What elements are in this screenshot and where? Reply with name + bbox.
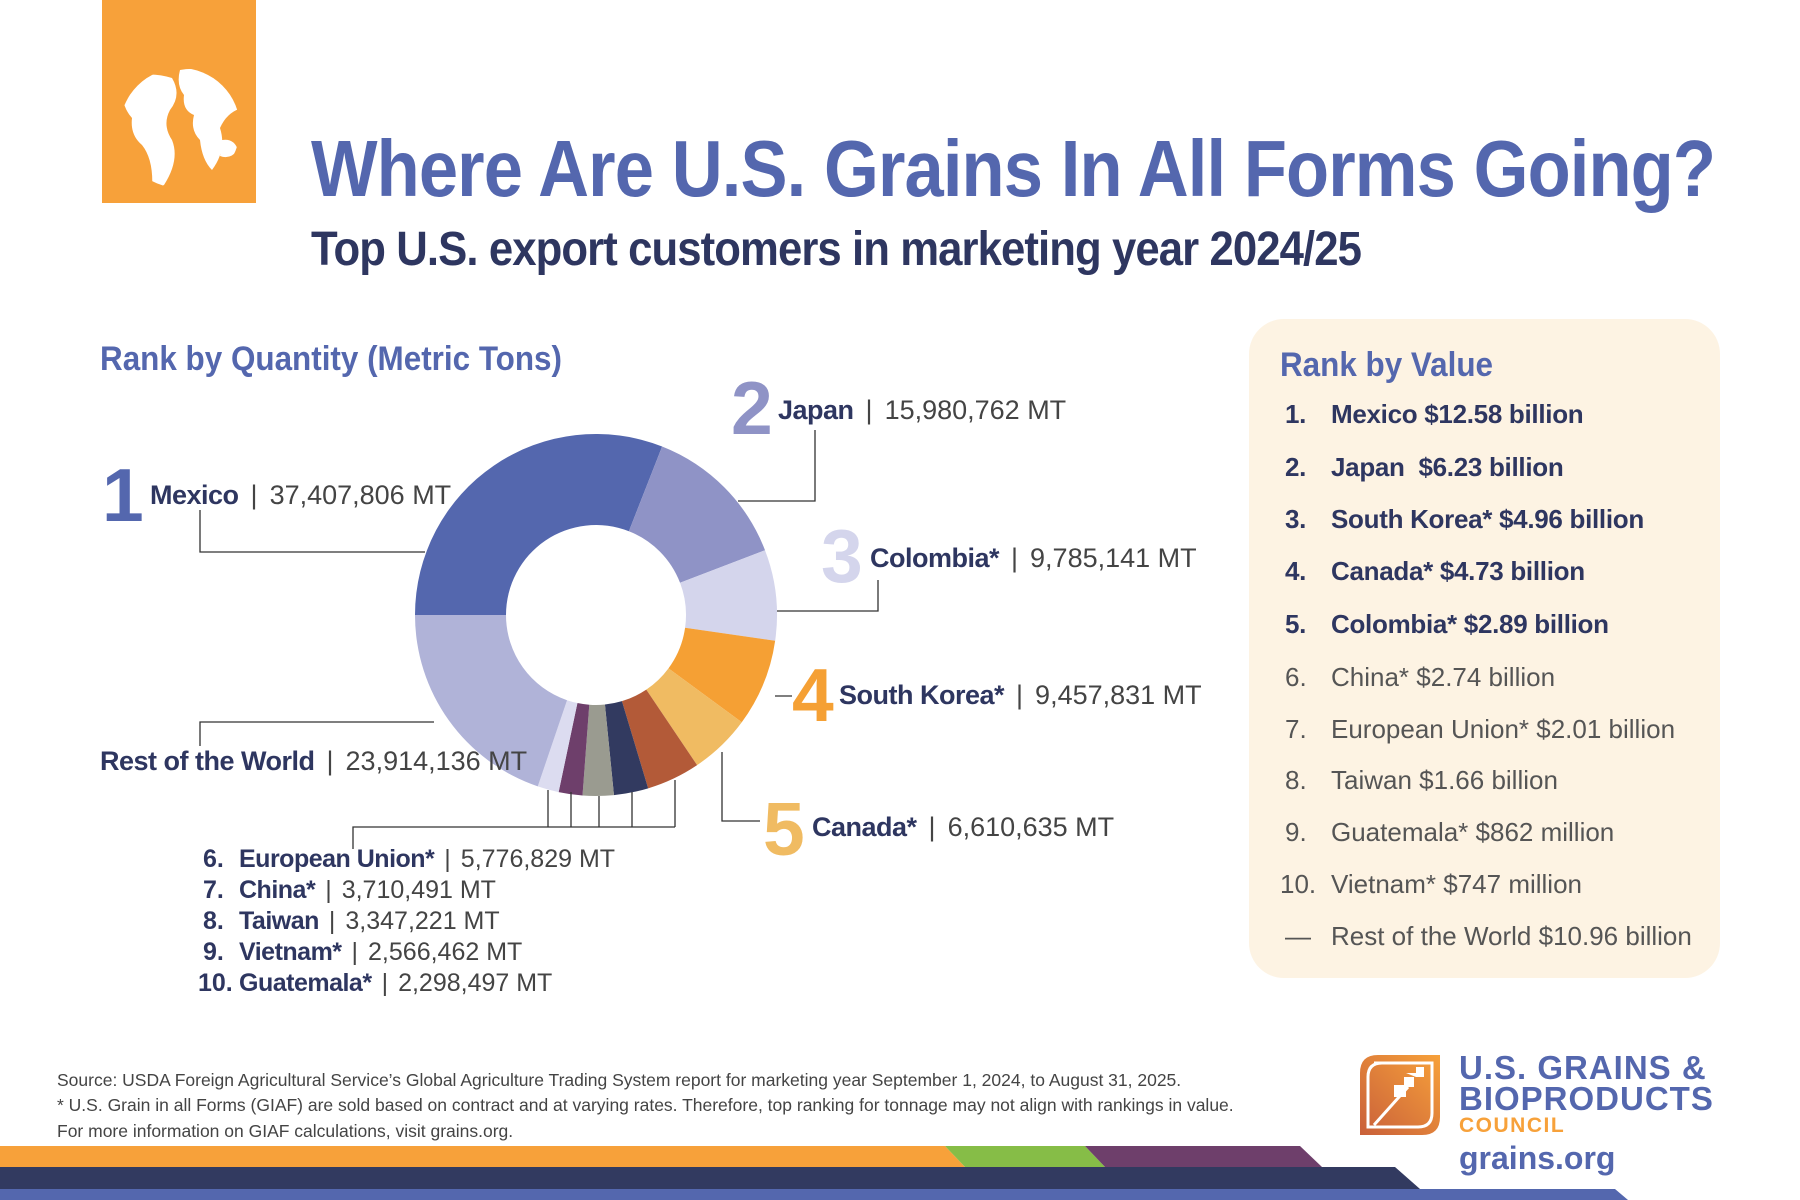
country-name: Japan bbox=[778, 395, 854, 425]
value-text: China* $2.74 billion bbox=[1331, 662, 1556, 692]
quantity-heading: Rank by Quantity (Metric Tons) bbox=[100, 340, 562, 378]
country-name: Canada* bbox=[812, 812, 917, 842]
rank-number-4: 4 bbox=[792, 653, 834, 737]
leader-japan bbox=[738, 430, 816, 502]
tonnage: 9,457,831 MT bbox=[1035, 680, 1202, 710]
donut-slice-vietnam bbox=[558, 703, 590, 796]
value-heading: Rank by Value bbox=[1280, 346, 1493, 384]
value-rank: — bbox=[1285, 921, 1311, 951]
value-text: Rest of the World $10.96 billion bbox=[1331, 921, 1692, 951]
donut-slice-taiwan bbox=[582, 704, 614, 796]
list-item-10: 10. Guatemala* | 2,298,497 MT bbox=[198, 969, 553, 997]
source-note: Source: USDA Foreign Agricultural Servic… bbox=[57, 1070, 1182, 1090]
country-name: Colombia* bbox=[870, 543, 1000, 573]
tonnage: 9,785,141 MT bbox=[1030, 543, 1197, 573]
grain-stalk-logo-icon bbox=[1360, 1055, 1440, 1135]
country-name: South Korea* bbox=[839, 680, 1005, 710]
value-text: Taiwan $1.66 billion bbox=[1331, 765, 1558, 795]
label-mexico: Mexico | 37,407,806 MT bbox=[150, 482, 451, 509]
leader-colombia bbox=[777, 580, 879, 612]
list-item-6: 6. European Union* | 5,776,829 MT bbox=[203, 845, 616, 873]
rank-number-2: 2 bbox=[731, 366, 773, 450]
leader-canada bbox=[721, 752, 760, 822]
separator: | bbox=[928, 812, 936, 842]
more-info-note: For more information on GIAF calculation… bbox=[57, 1121, 514, 1141]
label-south-korea: South Korea* | 9,457,831 MT bbox=[839, 682, 1202, 709]
value-text: Guatemala* $862 million bbox=[1331, 817, 1615, 847]
logo-line-3: COUNCIL bbox=[1459, 1114, 1566, 1137]
country-name: Mexico bbox=[150, 480, 239, 510]
label-rest-of-world: Rest of the World | 23,914,136 MT bbox=[100, 748, 527, 775]
value-text: South Korea* $4.96 billion bbox=[1331, 504, 1644, 534]
separator: | bbox=[326, 746, 334, 776]
list-item-8: 8. Taiwan | 3,347,221 MT bbox=[203, 907, 500, 935]
logo-line-1: U.S. GRAINS & bbox=[1459, 1049, 1707, 1086]
leader-others bbox=[352, 826, 675, 849]
label-colombia: Colombia* | 9,785,141 MT bbox=[870, 545, 1197, 572]
value-rank: 5. bbox=[1285, 609, 1307, 639]
donut-slice-colombia bbox=[680, 550, 777, 641]
page-title: Where Are U.S. Grains In All Forms Going… bbox=[311, 124, 1716, 213]
rank-number-5: 5 bbox=[763, 787, 805, 871]
value-rank: 1. bbox=[1285, 399, 1307, 429]
footnote: * U.S. Grain in all Forms (GIAF) are sol… bbox=[57, 1095, 1234, 1115]
donut-slice-guatemala bbox=[537, 700, 578, 793]
donut-slice-european-union bbox=[621, 689, 698, 789]
globe-icon bbox=[121, 68, 240, 188]
globe-badge bbox=[102, 0, 256, 203]
value-rank: 7. bbox=[1285, 714, 1307, 744]
value-text: Japan $6.23 billion bbox=[1331, 452, 1564, 482]
value-rank: 8. bbox=[1285, 765, 1307, 795]
separator: | bbox=[1011, 543, 1019, 573]
value-rank: 6. bbox=[1285, 662, 1307, 692]
value-rank: 4. bbox=[1285, 556, 1307, 586]
list-item-7: 7. China* | 3,710,491 MT bbox=[203, 876, 496, 904]
value-rank: 10. bbox=[1280, 869, 1317, 899]
donut-slice-canada bbox=[646, 668, 742, 766]
value-text: Vietnam* $747 million bbox=[1331, 869, 1582, 899]
tonnage: 6,610,635 MT bbox=[947, 812, 1115, 842]
value-text: Canada* $4.73 billion bbox=[1331, 556, 1585, 586]
rank-number-3: 3 bbox=[821, 514, 863, 598]
value-text: Mexico $12.58 billion bbox=[1331, 399, 1584, 429]
rank-number-1: 1 bbox=[102, 453, 144, 537]
list-item-9: 9. Vietnam* | 2,566,462 MT bbox=[203, 938, 523, 966]
label-canada: Canada* | 6,610,635 MT bbox=[812, 814, 1114, 841]
logo-line-2: BIOPRODUCTS bbox=[1459, 1080, 1714, 1117]
value-rank: 2. bbox=[1285, 452, 1307, 482]
value-rank: 9. bbox=[1285, 817, 1307, 847]
separator: | bbox=[1016, 680, 1024, 710]
separator: | bbox=[250, 480, 258, 510]
donut-slice-japan bbox=[628, 446, 766, 583]
donut-slice-mexico bbox=[415, 434, 663, 615]
label-japan: Japan | 15,980,762 MT bbox=[778, 397, 1066, 424]
value-text: European Union* $2.01 billion bbox=[1331, 714, 1676, 744]
leader-lines bbox=[199, 430, 879, 849]
donut-slice-rest-of-the-world bbox=[415, 615, 568, 787]
rank-by-value-panel bbox=[1249, 319, 1720, 978]
separator: | bbox=[865, 395, 873, 425]
country-name: Rest of the World bbox=[100, 746, 315, 776]
tonnage: 37,407,806 MT bbox=[269, 480, 452, 510]
donut-slice-china bbox=[604, 701, 649, 796]
leader-rest bbox=[199, 721, 434, 746]
leader-mexico bbox=[199, 510, 425, 553]
value-rank: 3. bbox=[1285, 504, 1307, 534]
tonnage: 23,914,136 MT bbox=[345, 746, 528, 776]
website-link[interactable]: grains.org bbox=[1459, 1140, 1616, 1176]
donut-slice-south-korea bbox=[668, 627, 776, 723]
value-text: Colombia* $2.89 billion bbox=[1331, 609, 1609, 639]
page-subtitle: Top U.S. export customers in marketing y… bbox=[311, 223, 1362, 276]
tonnage: 15,980,762 MT bbox=[884, 395, 1067, 425]
